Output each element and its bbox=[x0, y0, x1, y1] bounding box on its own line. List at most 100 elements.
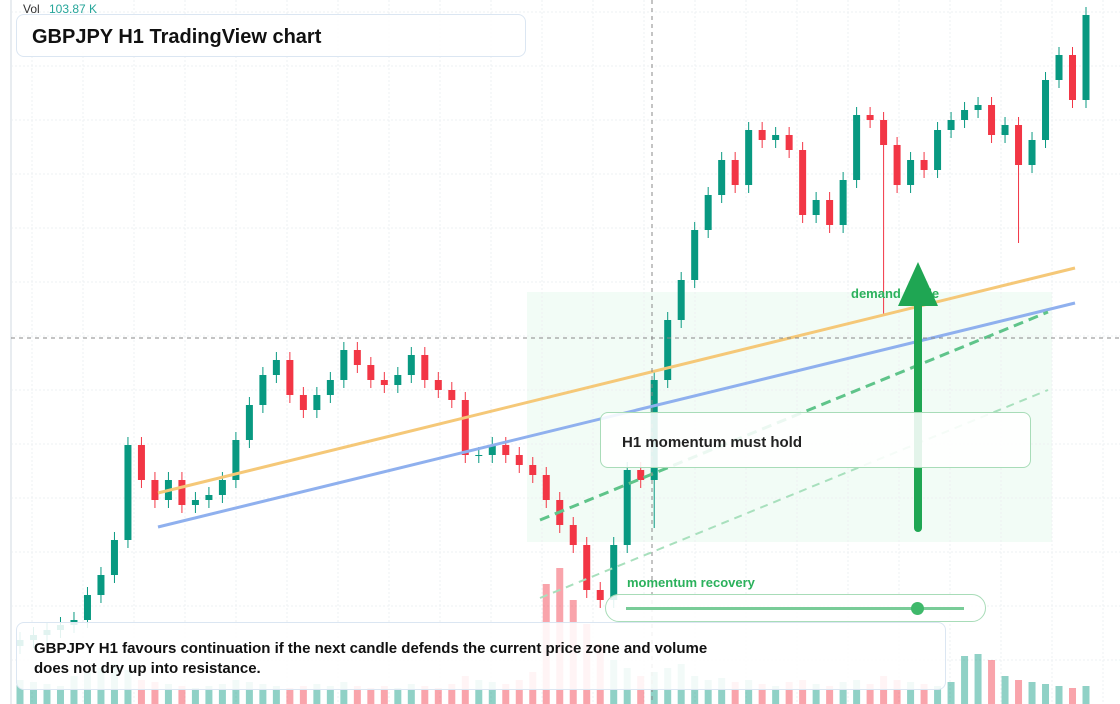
candle-body bbox=[866, 115, 874, 120]
volume-bar bbox=[718, 678, 726, 704]
volume-bar bbox=[988, 660, 996, 704]
candle-body bbox=[448, 390, 456, 400]
candle-body bbox=[718, 160, 726, 195]
volume-bar bbox=[1055, 686, 1063, 704]
volume-bar bbox=[934, 686, 942, 704]
candle-body bbox=[461, 400, 469, 455]
candle-body bbox=[947, 120, 955, 130]
volume-bar bbox=[1001, 676, 1009, 704]
volume-bar bbox=[56, 686, 64, 704]
volume-bar bbox=[1015, 680, 1023, 704]
candle-body bbox=[326, 380, 334, 395]
volume-bar bbox=[704, 680, 712, 704]
volume-bar bbox=[839, 682, 847, 704]
candle-body bbox=[421, 355, 429, 380]
callout: H1 momentum must hold bbox=[600, 412, 1031, 468]
candle-body bbox=[623, 470, 631, 545]
candle-body bbox=[880, 120, 888, 145]
volume-bar bbox=[853, 680, 861, 704]
candle-body bbox=[475, 455, 483, 456]
volume-bar bbox=[502, 684, 510, 704]
candle-body bbox=[1042, 80, 1050, 140]
candle-body bbox=[488, 445, 496, 455]
volume-bar bbox=[1082, 686, 1090, 704]
candle-body bbox=[110, 540, 118, 575]
slider-track bbox=[626, 607, 964, 610]
volume-bar bbox=[272, 686, 280, 704]
candle-body bbox=[1028, 140, 1036, 165]
candle-body bbox=[758, 130, 766, 140]
volume-bar bbox=[907, 682, 915, 704]
volume-bar bbox=[313, 684, 321, 704]
slider-knob bbox=[911, 602, 924, 615]
candle-body bbox=[772, 135, 780, 140]
candle-body bbox=[610, 545, 618, 600]
volume-bar bbox=[407, 684, 415, 704]
candle-body bbox=[137, 445, 145, 480]
candle-body bbox=[502, 445, 510, 455]
volume-bar bbox=[1069, 688, 1077, 704]
volume-bar bbox=[826, 686, 834, 704]
volume-bar bbox=[961, 656, 969, 704]
volume-bar bbox=[475, 680, 483, 704]
candle-body bbox=[812, 200, 820, 215]
volume-bar bbox=[515, 680, 523, 704]
candle-body bbox=[704, 195, 712, 230]
candle-body bbox=[974, 105, 982, 110]
candle-body bbox=[745, 130, 753, 185]
title-box: GBPJPY H1 TradingView chart bbox=[16, 14, 526, 57]
candle-body bbox=[286, 360, 294, 395]
candle-body bbox=[1082, 15, 1090, 100]
volume-bar bbox=[974, 654, 982, 704]
volume-bar bbox=[151, 682, 159, 704]
candle-body bbox=[380, 380, 388, 385]
volume-bar bbox=[745, 680, 753, 704]
candle-body bbox=[1055, 55, 1063, 80]
volume-bar bbox=[691, 676, 699, 704]
candle-body bbox=[259, 375, 267, 405]
volume-bar bbox=[367, 688, 375, 704]
candle-body bbox=[731, 160, 739, 185]
volume-bar bbox=[205, 686, 213, 704]
volume-bar bbox=[772, 686, 780, 704]
dashed-line bbox=[539, 389, 1049, 599]
callout-text: H1 momentum must hold bbox=[622, 434, 803, 451]
arrow-head bbox=[898, 262, 938, 306]
volume-bar bbox=[259, 684, 267, 704]
volume-bar bbox=[70, 676, 78, 704]
chart-title: GBPJPY H1 TradingView chart bbox=[32, 26, 322, 48]
volume-bar bbox=[16, 680, 24, 704]
volume-bar bbox=[893, 680, 901, 704]
candle-body bbox=[313, 395, 321, 410]
volume-bar bbox=[164, 684, 172, 704]
volume-bar bbox=[29, 682, 37, 704]
volume-bar bbox=[947, 682, 955, 704]
volume-bar bbox=[394, 688, 402, 704]
candle-body bbox=[907, 160, 915, 185]
candle-body bbox=[434, 380, 442, 390]
volume-bar bbox=[421, 686, 429, 704]
candle-body bbox=[97, 575, 105, 595]
candle-body bbox=[920, 160, 928, 170]
candle-body bbox=[569, 525, 577, 545]
volume-bar bbox=[731, 682, 739, 704]
volume-value: 103.87 K bbox=[49, 2, 97, 16]
candle-body bbox=[299, 395, 307, 410]
candle-body bbox=[839, 180, 847, 225]
volume-label: Vol bbox=[23, 2, 40, 16]
candle-body bbox=[785, 135, 793, 150]
volume-bar bbox=[191, 688, 199, 704]
volume-bar bbox=[380, 686, 388, 704]
volume-bar bbox=[299, 686, 307, 704]
candle-body bbox=[124, 445, 132, 540]
candle-body bbox=[178, 480, 186, 505]
candle-body bbox=[596, 590, 604, 600]
volume-bar bbox=[866, 684, 874, 704]
volume-bar bbox=[1042, 684, 1050, 704]
volume-bar bbox=[1028, 682, 1036, 704]
volume-bar bbox=[461, 676, 469, 704]
volume-bar bbox=[232, 680, 240, 704]
candle-body bbox=[677, 280, 685, 320]
candle-body bbox=[799, 150, 807, 215]
